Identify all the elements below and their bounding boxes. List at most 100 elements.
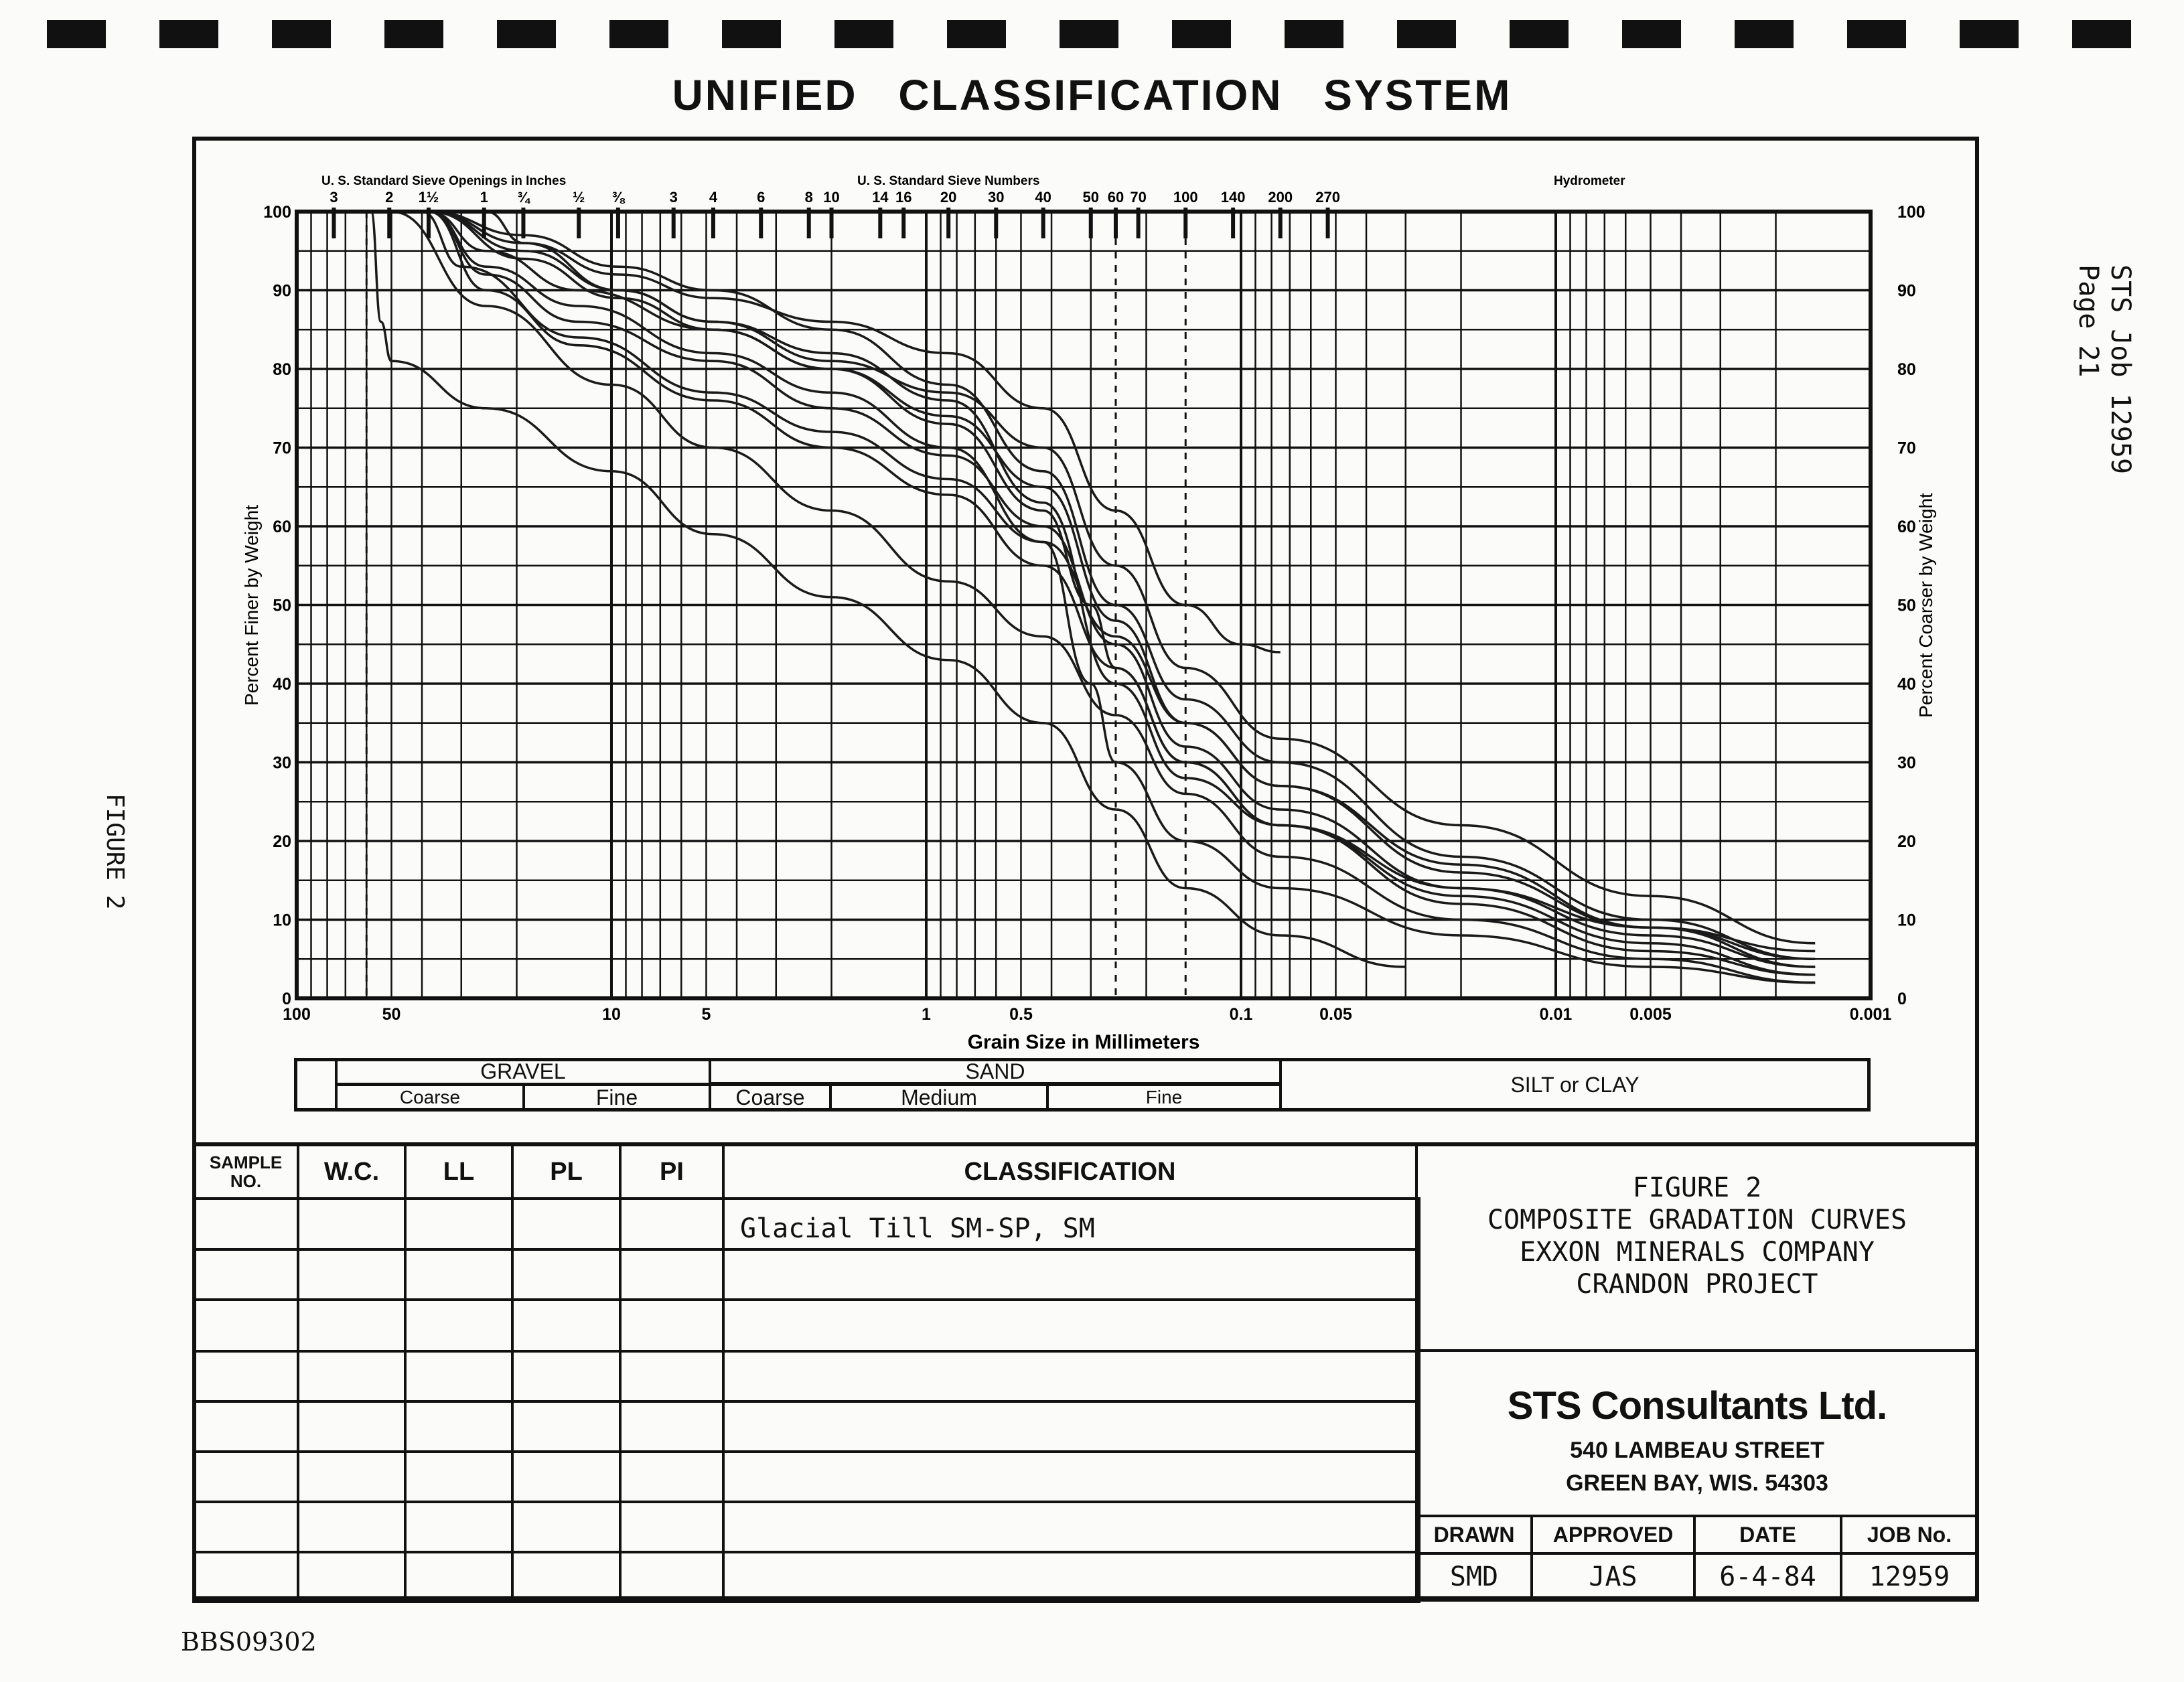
- table-cell: [404, 1197, 514, 1251]
- y-left-tick-label: 40: [273, 675, 291, 694]
- table-cell: [619, 1350, 725, 1403]
- table-cell: [192, 1197, 299, 1251]
- punch-hole: [1735, 20, 1794, 48]
- table-cell: [404, 1450, 514, 1503]
- punch-hole: [2072, 20, 2131, 48]
- drawn-value: SMD: [1415, 1552, 1533, 1602]
- y-left-tick-label: 70: [273, 439, 291, 458]
- punch-hole: [497, 20, 556, 48]
- sieve-label: ⅜: [612, 189, 626, 206]
- job-value: 12959: [1840, 1552, 1979, 1602]
- table-cell: [619, 1400, 725, 1453]
- x-tick-label: 0.05: [1319, 1005, 1352, 1024]
- table-cell: [404, 1248, 514, 1301]
- gradation-curve-curve-1: [391, 210, 1816, 984]
- header-classification: CLASSIFICATION: [722, 1144, 1418, 1200]
- punch-hole: [834, 20, 893, 48]
- classification-value: Glacial Till SM-SP, SM: [740, 1213, 1095, 1244]
- table-cell: [722, 1551, 1421, 1603]
- punch-hole: [1960, 20, 2019, 48]
- punch-hole: [1172, 20, 1231, 48]
- punch-hole: [1397, 20, 1456, 48]
- table-cell: [511, 1298, 622, 1353]
- gradation-curve-curve-3: [370, 210, 1406, 968]
- company-block: STS Consultants Ltd. 540 LAMBEAU STREET …: [1415, 1349, 1979, 1517]
- sand-fine-label: Fine: [1046, 1083, 1282, 1112]
- x-tick-label: 1: [922, 1005, 931, 1024]
- y-right-tick-label: 70: [1897, 439, 1916, 458]
- gravel-fine-label: Fine: [522, 1083, 711, 1112]
- page-title: UNIFIED CLASSIFICATION SYSTEM: [672, 71, 1512, 119]
- gradation-curve-curve-6: [429, 210, 1816, 984]
- y-right-tick-label: 0: [1897, 990, 1907, 1008]
- sieve-label: 30: [988, 189, 1004, 206]
- table-cell: [619, 1501, 725, 1553]
- table-cell: [192, 1450, 299, 1503]
- sieve-label: 200: [1268, 189, 1293, 206]
- table-cell: [722, 1298, 1421, 1353]
- punch-hole: [1510, 20, 1569, 48]
- sieve-label: ½: [573, 189, 585, 206]
- sand-medium-label: Medium: [829, 1083, 1049, 1112]
- plot-border: [295, 210, 1873, 1000]
- x-tick-label: 0.5: [1009, 1005, 1033, 1024]
- job-label: JOB No.: [1840, 1515, 1979, 1555]
- punch-hole: [159, 20, 218, 48]
- gradation-curve-curve-7: [429, 210, 1281, 654]
- table-cell: [192, 1501, 299, 1553]
- hydrometer-title: Hydrometer: [1554, 174, 1625, 188]
- table-cell: [297, 1450, 407, 1503]
- sieve-label: 2: [385, 189, 393, 206]
- sieve-numbers-title: U. S. Standard Sieve Numbers: [857, 174, 1039, 188]
- table-cell: [619, 1197, 725, 1251]
- y-left-tick-label: 0: [282, 990, 291, 1008]
- table-cell: [192, 1298, 299, 1353]
- sand-coarse-label: Coarse: [709, 1083, 832, 1112]
- gradation-curve-curve-10: [429, 210, 1816, 976]
- x-tick-label: 10: [602, 1005, 621, 1024]
- figure-caption: FIGURE 2 COMPOSITE GRADATION CURVES EXXO…: [1415, 1144, 1979, 1352]
- sieve-label: 6: [757, 189, 765, 206]
- sieve-label: 20: [940, 189, 956, 206]
- drawn-label: DRAWN: [1415, 1515, 1533, 1555]
- sieve-inches-title: U. S. Standard Sieve Openings in Inches: [321, 174, 566, 188]
- table-cell: [511, 1248, 622, 1301]
- y-right-tick-label: 100: [1897, 203, 1925, 222]
- silt-clay-label: SILT or CLAY: [1279, 1058, 1871, 1112]
- header-sample-no: SAMPLE NO.: [192, 1144, 299, 1200]
- gradation-curve-curve-9: [486, 210, 1816, 945]
- table-cell: [404, 1400, 514, 1453]
- table-cell: [511, 1400, 622, 1453]
- header-pi: PI: [619, 1144, 725, 1200]
- y-right-tick-label: 80: [1897, 360, 1916, 379]
- table-cell: [404, 1350, 514, 1403]
- x-tick-label: 0.005: [1629, 1005, 1672, 1024]
- figure-frame: [192, 137, 1979, 1600]
- punch-hole: [1060, 20, 1118, 48]
- punch-hole: [272, 20, 331, 48]
- approved-value: JAS: [1530, 1552, 1696, 1602]
- gradation-curve-curve-11: [421, 210, 1816, 968]
- sieve-label: 270: [1315, 189, 1340, 206]
- y-right-tick-label: 50: [1897, 597, 1916, 615]
- y-right-tick-label: 20: [1897, 832, 1916, 851]
- punch-hole: [384, 20, 443, 48]
- punch-hole: [722, 20, 781, 48]
- sieve-label: 14: [872, 189, 889, 206]
- sieve-label: 40: [1035, 189, 1051, 206]
- header-ll: LL: [404, 1144, 514, 1200]
- sieve-label: 1½: [419, 189, 439, 206]
- table-cell: [722, 1450, 1421, 1503]
- x-tick-label: 0.001: [1850, 1005, 1892, 1024]
- y-left-tick-label: 100: [263, 203, 291, 222]
- y-left-tick-label: 90: [273, 282, 291, 301]
- x-tick-label: 50: [382, 1005, 401, 1024]
- sieve-label: 3: [670, 189, 678, 206]
- y-right-tick-label: 10: [1897, 911, 1916, 930]
- table-cell: [297, 1248, 407, 1301]
- table-cell: [722, 1400, 1421, 1453]
- x-tick-label: 0.01: [1540, 1005, 1573, 1024]
- x-tick-label: 0.1: [1230, 1005, 1253, 1024]
